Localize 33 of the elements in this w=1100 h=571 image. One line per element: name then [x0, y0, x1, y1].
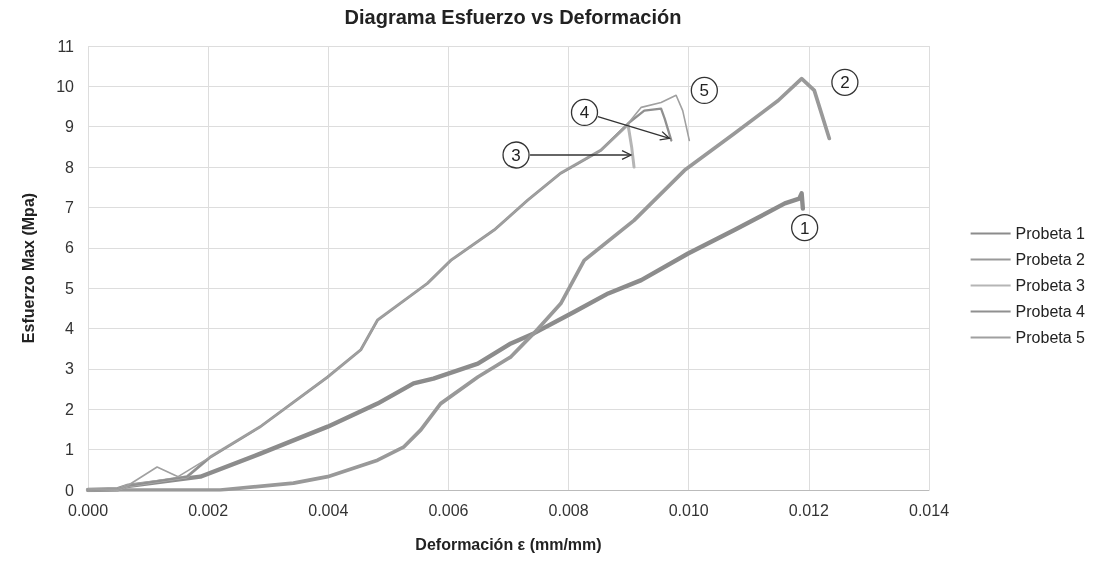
x-tick-label: 0.000	[67, 501, 109, 519]
y-tick-label: 8	[65, 158, 75, 176]
legend-label: Probeta 5	[1015, 329, 1086, 346]
annotation: 1	[799, 218, 810, 238]
x-tick-label: 0.006	[428, 501, 469, 519]
x-tick-label: 0.010	[668, 501, 709, 519]
x-tick-label: 0.002	[188, 501, 229, 519]
y-tick-label: 6	[65, 239, 75, 257]
x-tick-label: 0.012	[788, 501, 829, 519]
legend-label: Probeta 1	[1015, 225, 1086, 242]
y-tick-label: 11	[57, 37, 75, 55]
y-axis-title: Esfuerzo Max (Mpa)	[19, 192, 37, 344]
y-tick-label: 3	[65, 360, 75, 378]
annotation: 2	[840, 73, 850, 93]
legend-label: Probeta 3	[1015, 277, 1086, 294]
y-tick-label: 2	[65, 400, 75, 418]
y-tick-label: 0	[65, 481, 75, 499]
annotation: 3	[511, 145, 521, 165]
legend-label: Probeta 2	[1015, 251, 1086, 268]
x-axis-title: Deformación ε (mm/mm)	[415, 535, 602, 553]
y-tick-label: 5	[65, 279, 75, 297]
x-tick-label: 0.004	[308, 501, 349, 519]
y-tick-label: 7	[65, 198, 75, 216]
annotation: 5	[699, 81, 710, 101]
y-tick-label: 1	[65, 441, 75, 459]
legend-label: Probeta 4	[1015, 303, 1086, 320]
y-tick-label: 10	[56, 77, 75, 95]
y-tick-label: 4	[65, 320, 75, 338]
chart-title: Diagrama Esfuerzo vs Deformación	[344, 6, 682, 28]
y-tick-label: 9	[65, 118, 75, 136]
x-tick-label: 0.008	[548, 501, 589, 519]
x-tick-label: 0.014	[908, 501, 950, 519]
annotation: 4	[579, 103, 590, 123]
